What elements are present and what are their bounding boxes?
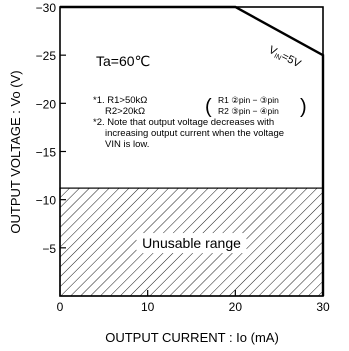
unusable-range-label-bg xyxy=(136,233,247,254)
pin-bracket-right: ) xyxy=(300,96,307,118)
pin-r2-label: R2 ③pin − ④pin xyxy=(218,106,279,116)
pin-r1-label: R1 ②pin − ③pin xyxy=(218,95,279,105)
unusable-range-label: Unusable range xyxy=(142,235,241,251)
x-tick-label: 20 xyxy=(229,300,243,314)
x-tick-label: 10 xyxy=(141,300,155,314)
series-label: VIN=5V xyxy=(266,44,303,71)
note2-line3: VIN is low. xyxy=(105,139,149,150)
y-tick-label: −10 xyxy=(36,194,57,208)
note2-line1: *2. Note that output voltage decreases w… xyxy=(93,117,274,128)
note1-line2: R2>20kΩ xyxy=(105,106,145,117)
x-axis: 0 10 20 30 xyxy=(57,290,330,314)
x-axis-label: OUTPUT CURRENT : Io (mA) xyxy=(105,330,279,345)
note2-line2: increasing output current when the volta… xyxy=(105,128,284,139)
x-tick-label: 0 xyxy=(57,300,64,314)
y-tick-label: −5 xyxy=(42,242,56,256)
note1-line1: *1. R1>50kΩ xyxy=(93,95,147,106)
x-tick-label: 30 xyxy=(316,300,330,314)
y-tick-label: −15 xyxy=(36,146,57,160)
pin-bracket-left: ( xyxy=(205,96,212,118)
series-line-vin-5v xyxy=(60,5,325,296)
y-axis: −5 −10 −15 −20 −25 −30 xyxy=(36,1,66,256)
y-tick-label: −30 xyxy=(36,1,57,15)
y-axis-label: OUTPUT VOLTAGE : Vo (V) xyxy=(8,70,23,233)
y-tick-label: −25 xyxy=(36,49,57,63)
condition-label: Ta=60℃ xyxy=(96,53,150,69)
y-tick-label: −20 xyxy=(36,97,57,111)
